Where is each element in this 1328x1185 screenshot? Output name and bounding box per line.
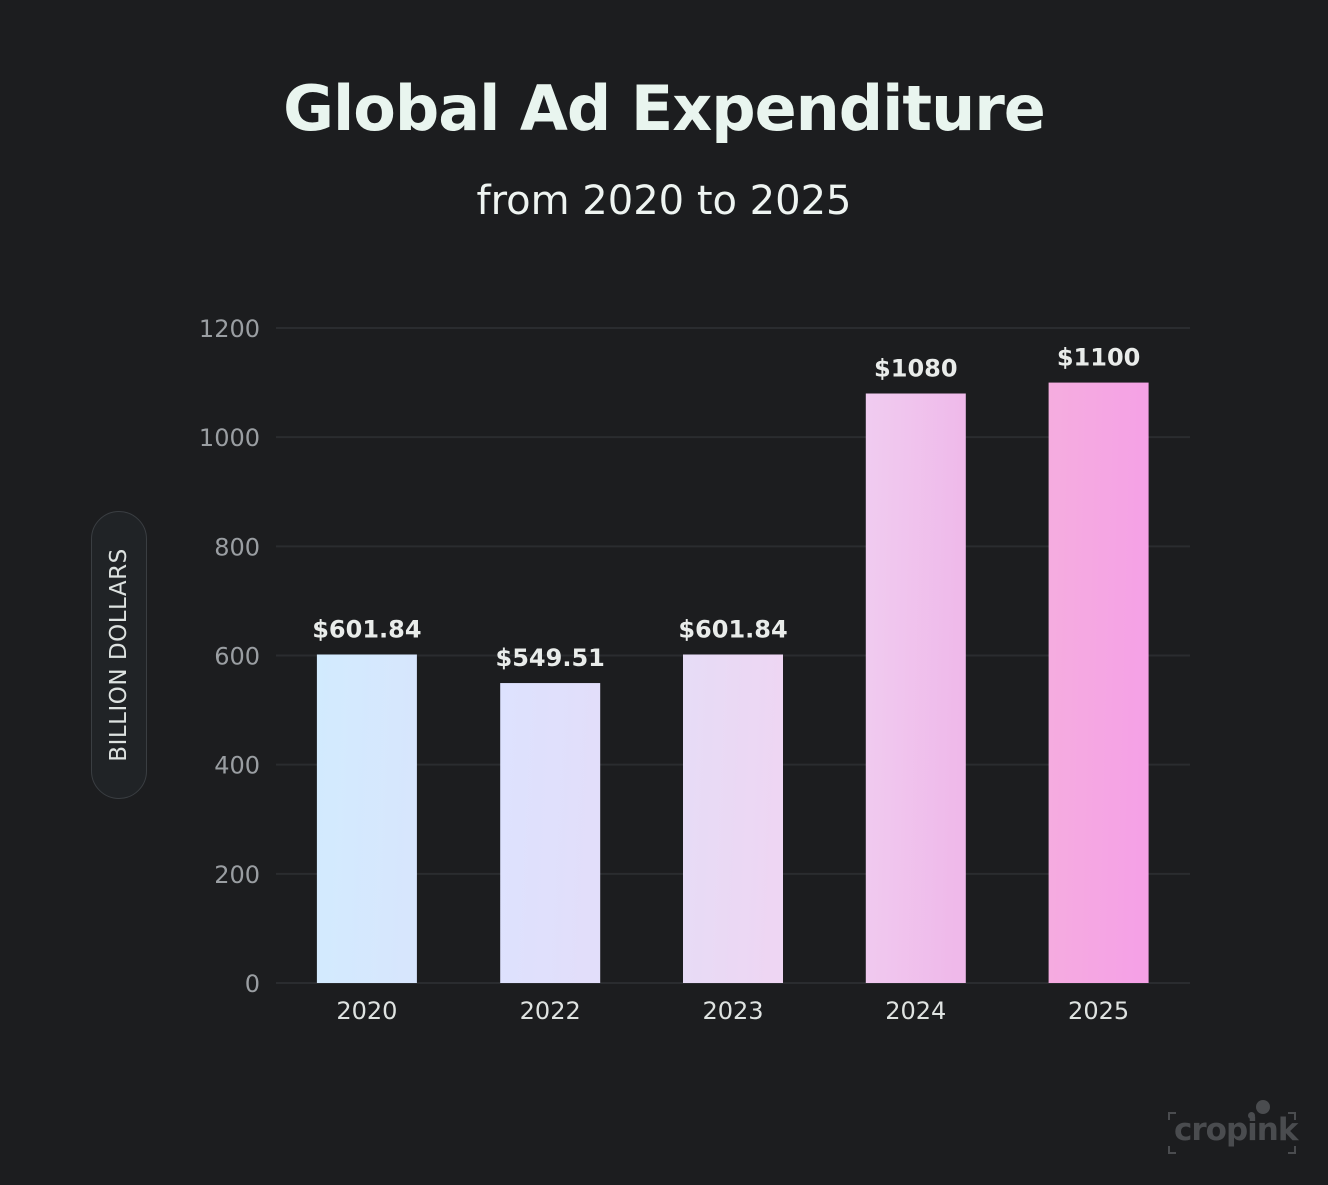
data-labels: $601.84 $549.51 $601.84 $1080 $1100 bbox=[312, 344, 1140, 672]
bar-2020 bbox=[316, 654, 417, 983]
bar-2024 bbox=[865, 393, 966, 983]
bar-2025 bbox=[1048, 382, 1149, 983]
y-tick-label: 1200 bbox=[199, 315, 260, 343]
y-tick-label: 0 bbox=[245, 970, 260, 998]
cropink-watermark: cropink bbox=[1166, 1098, 1298, 1156]
watermark-text: cropink bbox=[1174, 1112, 1298, 1148]
y-tick-labels: 0 200 400 600 800 1000 1200 bbox=[199, 315, 260, 998]
watermark-corner bbox=[1168, 1146, 1176, 1154]
watermark-corner bbox=[1288, 1146, 1296, 1154]
watermark-dot-icon bbox=[1256, 1100, 1270, 1114]
y-tick-label: 1000 bbox=[199, 424, 260, 452]
watermark-corner bbox=[1288, 1112, 1296, 1120]
data-label: $549.51 bbox=[496, 644, 605, 672]
bars bbox=[316, 382, 1149, 983]
x-tick-label: 2020 bbox=[336, 997, 397, 1025]
y-tick-label: 800 bbox=[214, 533, 260, 561]
x-tick-label: 2022 bbox=[520, 997, 581, 1025]
data-label: $1080 bbox=[874, 355, 958, 383]
x-tick-label: 2023 bbox=[702, 997, 763, 1025]
chart-title: Global Ad Expenditure bbox=[283, 72, 1046, 145]
data-label: $1100 bbox=[1057, 344, 1141, 372]
x-tick-label: 2025 bbox=[1068, 997, 1129, 1025]
data-label: $601.84 bbox=[312, 615, 421, 643]
y-tick-label: 200 bbox=[214, 861, 260, 889]
y-axis-label-pill: BILLION DOLLARS bbox=[91, 511, 147, 799]
bar-2023 bbox=[683, 654, 783, 983]
bar-2022 bbox=[500, 683, 601, 983]
x-tick-labels: 2020 2022 2023 2024 2025 bbox=[336, 997, 1129, 1025]
watermark-corner bbox=[1168, 1112, 1176, 1120]
chart-subtitle: from 2020 to 2025 bbox=[476, 178, 852, 224]
data-label: $601.84 bbox=[678, 615, 787, 643]
watermark-dot-icon bbox=[1248, 1112, 1255, 1119]
y-tick-label: 400 bbox=[214, 752, 260, 780]
y-tick-label: 600 bbox=[214, 643, 260, 671]
x-tick-label: 2024 bbox=[885, 997, 946, 1025]
